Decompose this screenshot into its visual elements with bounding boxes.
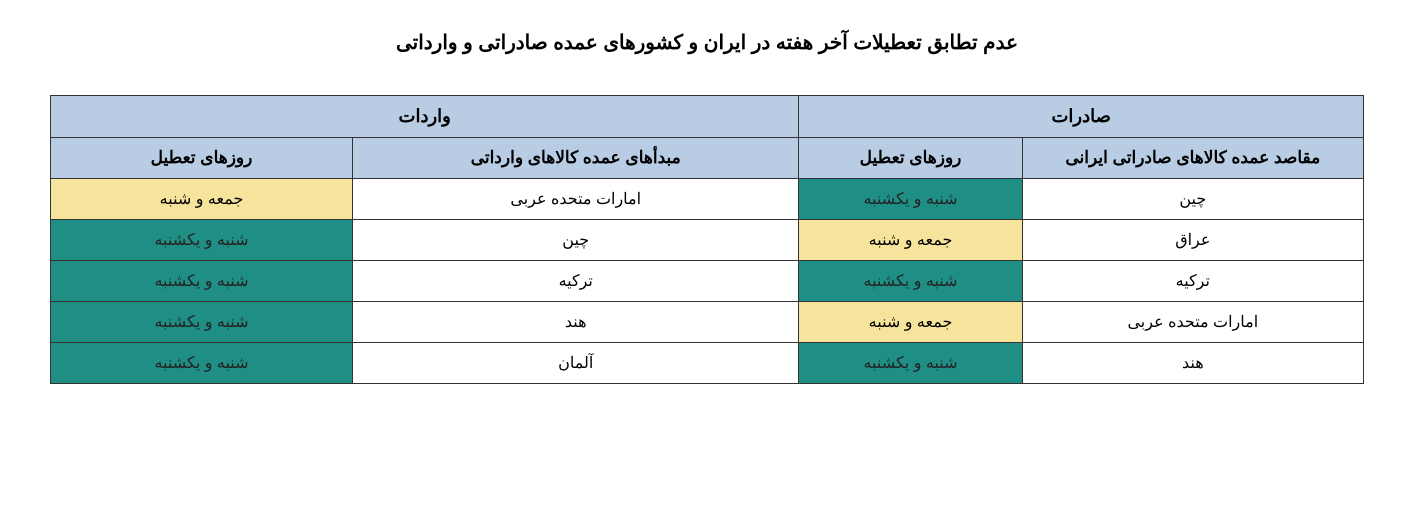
export-days-cell: شنبه و یکشنبه — [799, 261, 1022, 302]
import-origin-cell: هند — [353, 302, 799, 343]
export-dest-cell: عراق — [1022, 220, 1363, 261]
imports-header: واردات — [51, 96, 799, 138]
export-dest-header: مقاصد عمده کالاهای صادراتی ایرانی — [1022, 138, 1363, 179]
import-days-cell: شنبه و یکشنبه — [51, 220, 353, 261]
import-origin-cell: ترکیه — [353, 261, 799, 302]
import-days-cell: جمعه و شنبه — [51, 179, 353, 220]
exports-header: صادرات — [799, 96, 1364, 138]
export-days-cell: جمعه و شنبه — [799, 302, 1022, 343]
import-origin-cell: چین — [353, 220, 799, 261]
import-origin-cell: امارات متحده عربی — [353, 179, 799, 220]
import-days-cell: شنبه و یکشنبه — [51, 261, 353, 302]
import-origin-header: مبدأهای عمده کالاهای وارداتی — [353, 138, 799, 179]
table-row: هندشنبه و یکشنبهآلمانشنبه و یکشنبه — [51, 343, 1364, 384]
table-row: امارات متحده عربیجمعه و شنبههندشنبه و یک… — [51, 302, 1364, 343]
table-row: عراقجمعه و شنبهچینشنبه و یکشنبه — [51, 220, 1364, 261]
import-days-header: روزهای تعطیل — [51, 138, 353, 179]
export-days-cell: شنبه و یکشنبه — [799, 179, 1022, 220]
export-dest-cell: ترکیه — [1022, 261, 1363, 302]
header-row-1: صادرات واردات — [51, 96, 1364, 138]
import-days-cell: شنبه و یکشنبه — [51, 302, 353, 343]
export-dest-cell: هند — [1022, 343, 1363, 384]
export-dest-cell: چین — [1022, 179, 1363, 220]
table-body: چینشنبه و یکشنبهامارات متحده عربیجمعه و … — [51, 179, 1364, 384]
export-dest-cell: امارات متحده عربی — [1022, 302, 1363, 343]
export-days-header: روزهای تعطیل — [799, 138, 1022, 179]
export-days-cell: جمعه و شنبه — [799, 220, 1022, 261]
table-row: چینشنبه و یکشنبهامارات متحده عربیجمعه و … — [51, 179, 1364, 220]
header-row-2: مقاصد عمده کالاهای صادراتی ایرانی روزهای… — [51, 138, 1364, 179]
table-row: ترکیهشنبه و یکشنبهترکیهشنبه و یکشنبه — [51, 261, 1364, 302]
export-days-cell: شنبه و یکشنبه — [799, 343, 1022, 384]
page-title: عدم تطابق تعطیلات آخر هفته در ایران و کش… — [50, 30, 1364, 55]
weekend-mismatch-table: صادرات واردات مقاصد عمده کالاهای صادراتی… — [50, 95, 1364, 384]
import-days-cell: شنبه و یکشنبه — [51, 343, 353, 384]
import-origin-cell: آلمان — [353, 343, 799, 384]
